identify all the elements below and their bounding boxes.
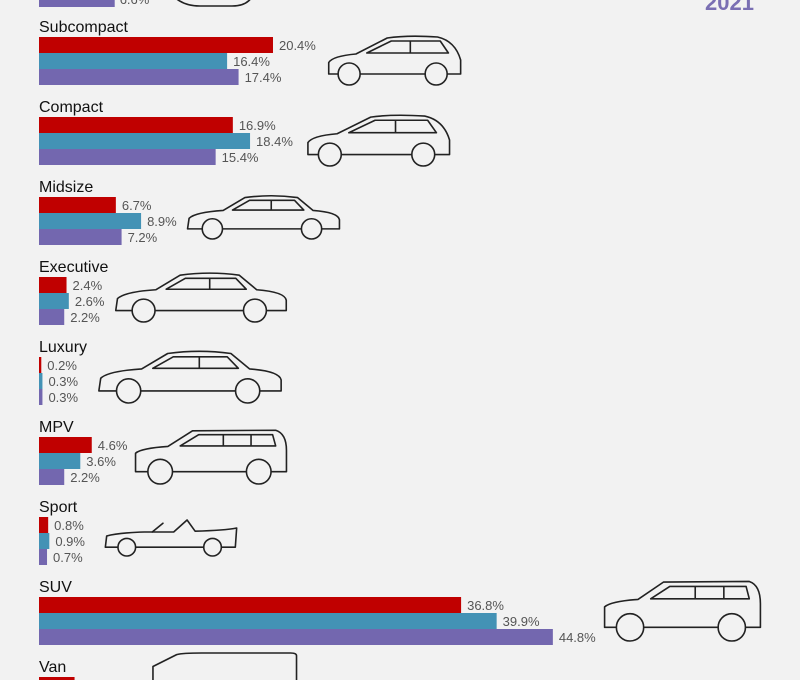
bar-group-mpv: MPV 4.6%3.6%2.2% xyxy=(39,419,128,485)
value-label: 44.8% xyxy=(559,630,596,645)
car-illustrations xyxy=(98,0,762,680)
value-label: 39.9% xyxy=(503,614,540,629)
bar-group-suv: SUV 36.8%39.9% 44.8% xyxy=(39,579,596,645)
category-label: Midsize xyxy=(39,179,93,196)
bar xyxy=(39,53,228,69)
category-label: Compact xyxy=(39,99,104,116)
sport-car-icon xyxy=(104,519,238,557)
value-label: 36.8% xyxy=(467,598,504,613)
category-label: SUV xyxy=(39,579,72,596)
bar xyxy=(39,389,43,405)
bar xyxy=(39,597,462,613)
bar-groups: 6.6% Subcompact 20.4% 16.4%17.4% Compact 16.9… xyxy=(39,0,596,680)
bar xyxy=(39,133,251,149)
suv-car-icon xyxy=(603,580,762,642)
value-label: 0.3% xyxy=(48,374,78,389)
value-label: 2.2% xyxy=(70,470,100,485)
bar xyxy=(39,357,42,373)
bar-partial-top xyxy=(39,0,115,7)
bar xyxy=(39,293,69,309)
category-label: Van xyxy=(39,659,66,676)
bar-group-executive: Executive 2.4%2.6%2.2% xyxy=(39,259,108,325)
bar xyxy=(39,533,50,549)
value-label: 3.6% xyxy=(86,454,116,469)
bar xyxy=(39,453,81,469)
bar-group-sport: Sport 0.8%0.9%0.7% xyxy=(39,499,85,565)
value-label: 8.9% xyxy=(147,214,177,229)
subcompact-car-icon xyxy=(327,35,462,86)
value-label: 16.9% xyxy=(239,118,276,133)
bar-group-compact: Compact 16.9%18.4%15.4% xyxy=(39,99,293,165)
bar xyxy=(39,517,49,533)
value-label: 2.4% xyxy=(73,278,103,293)
compact-car-icon xyxy=(307,114,451,167)
value-label: 0.2% xyxy=(47,358,77,373)
value-label: 2.6% xyxy=(75,294,105,309)
bar xyxy=(39,677,75,680)
value-label: 17.4% xyxy=(245,70,282,85)
bar xyxy=(39,629,553,645)
bar-group-midsize: Midsize 6.7%8.9%7.2% xyxy=(39,179,177,245)
bar xyxy=(39,549,48,565)
category-label: MPV xyxy=(39,419,74,436)
bar xyxy=(39,469,65,485)
category-label: Luxury xyxy=(39,339,87,356)
bar xyxy=(39,229,122,245)
executive-car-icon xyxy=(114,272,288,323)
bar xyxy=(39,149,216,165)
partial-car-icon xyxy=(176,0,251,7)
van-icon xyxy=(152,652,298,680)
value-label: 0.8% xyxy=(54,518,84,533)
value-label-partial-top: 6.6% xyxy=(120,0,150,7)
bar xyxy=(39,37,273,53)
value-label: 20.4% xyxy=(279,38,316,53)
category-label: Sport xyxy=(39,499,78,516)
bar xyxy=(39,373,43,389)
midsize-car-icon xyxy=(186,194,341,240)
bar-group-van: Van 3.1% xyxy=(39,659,111,680)
bar xyxy=(39,437,92,453)
value-label: 16.4% xyxy=(233,54,270,69)
value-label: 4.6% xyxy=(98,438,128,453)
year-label: 2021 xyxy=(705,0,754,15)
value-label: 0.9% xyxy=(55,534,85,549)
value-label: 0.7% xyxy=(53,550,83,565)
value-label: 3.1% xyxy=(81,678,111,680)
value-label: 2.2% xyxy=(70,310,100,325)
value-label: 0.3% xyxy=(48,390,78,405)
category-label: Subcompact xyxy=(39,19,128,36)
bar xyxy=(39,277,67,293)
bar xyxy=(39,213,142,229)
bar-group-subcompact: Subcompact 20.4% 16.4%17.4% xyxy=(39,19,316,85)
mpv-car-icon xyxy=(134,429,288,485)
bar xyxy=(39,197,116,213)
bar xyxy=(39,309,65,325)
bar xyxy=(39,117,233,133)
value-label: 18.4% xyxy=(256,134,293,149)
bar xyxy=(39,613,497,629)
value-label: 7.2% xyxy=(128,230,158,245)
value-label: 6.7% xyxy=(122,198,152,213)
value-label: 15.4% xyxy=(222,150,259,165)
luxury-car-icon xyxy=(98,350,282,404)
bar xyxy=(39,69,239,85)
category-label: Executive xyxy=(39,259,108,276)
